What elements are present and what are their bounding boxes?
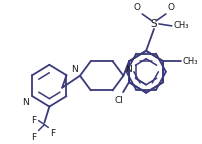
Text: N: N — [71, 65, 78, 74]
Text: F: F — [50, 129, 56, 138]
Text: S: S — [151, 19, 157, 29]
Text: Cl: Cl — [115, 96, 124, 105]
Text: CH₃: CH₃ — [174, 21, 189, 30]
Text: O: O — [133, 3, 140, 12]
Text: F: F — [31, 132, 37, 142]
Text: CH₃: CH₃ — [183, 57, 198, 66]
Text: F: F — [31, 116, 37, 125]
Text: O: O — [168, 3, 175, 12]
Text: N: N — [23, 98, 29, 107]
Text: N: N — [125, 65, 132, 74]
